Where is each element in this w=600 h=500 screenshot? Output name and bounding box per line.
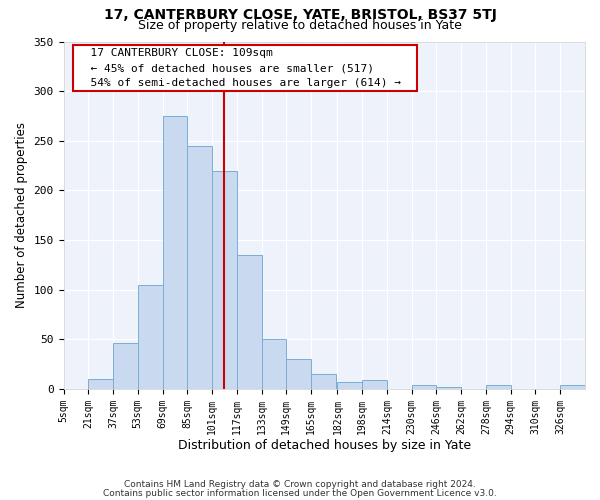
Bar [212,170,237,389]
Bar [311,374,336,389]
Bar [560,385,585,389]
Bar [187,146,212,389]
Bar [436,387,461,389]
Bar [486,385,511,389]
Bar [412,385,436,389]
Text: Contains HM Land Registry data © Crown copyright and database right 2024.: Contains HM Land Registry data © Crown c… [124,480,476,489]
Bar [362,380,387,389]
Bar [113,344,138,389]
Bar [88,379,113,389]
X-axis label: Distribution of detached houses by size in Yate: Distribution of detached houses by size … [178,440,471,452]
Text: Size of property relative to detached houses in Yate: Size of property relative to detached ho… [138,19,462,32]
Text: 17, CANTERBURY CLOSE, YATE, BRISTOL, BS37 5TJ: 17, CANTERBURY CLOSE, YATE, BRISTOL, BS3… [104,8,496,22]
Bar [337,382,362,389]
Y-axis label: Number of detached properties: Number of detached properties [15,122,28,308]
Bar [286,359,311,389]
Text: 17 CANTERBURY CLOSE: 109sqm  
  ← 45% of detached houses are smaller (517)  
  5: 17 CANTERBURY CLOSE: 109sqm ← 45% of det… [77,48,414,88]
Bar [262,340,286,389]
Bar [163,116,187,389]
Bar [138,284,163,389]
Bar [237,255,262,389]
Text: Contains public sector information licensed under the Open Government Licence v3: Contains public sector information licen… [103,489,497,498]
